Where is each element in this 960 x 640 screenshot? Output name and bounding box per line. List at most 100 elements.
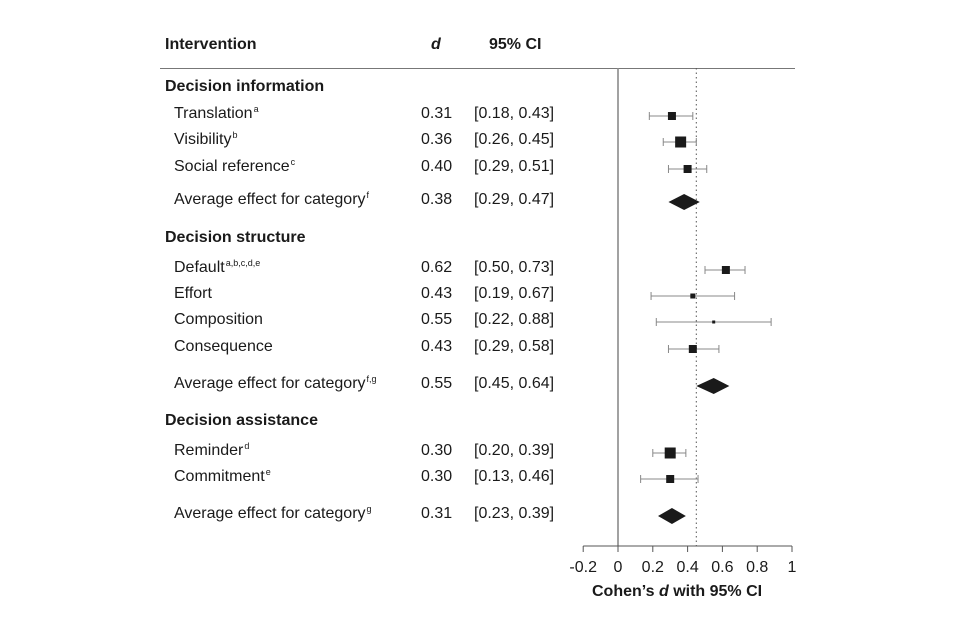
effect-marker (664, 447, 676, 459)
header-rule (160, 68, 795, 69)
x-tick-label: 0.2 (642, 559, 664, 576)
label-text: Effort (174, 285, 212, 302)
x-tick-label: 0 (614, 559, 623, 576)
study-row: Defaulta,b,c,d,e 0.62 [0.50, 0.73] (0, 258, 600, 281)
label-text: Decision structure (165, 229, 306, 246)
d-value: 0.36 (421, 131, 453, 148)
study-row: Translationa 0.31 [0.18, 0.43] (0, 104, 600, 127)
ci-value: [0.26, 0.45] (474, 131, 555, 148)
footnote-marker: b (232, 130, 238, 140)
x-tick-label: 0.4 (676, 559, 698, 576)
ci-value: [0.13, 0.46] (474, 468, 555, 485)
d-value: 0.43 (421, 338, 453, 355)
label-text: Default (174, 259, 225, 276)
d-value: 0.38 (421, 191, 453, 208)
intervention-label: Effort (174, 285, 212, 303)
category-row: Decision assistance (0, 412, 600, 434)
label-text: Translation (174, 105, 253, 122)
intervention-label: Social referencec (174, 157, 296, 176)
label-text: Average effect for category (174, 191, 366, 208)
effect-marker (683, 165, 692, 173)
average-diamond (658, 508, 686, 524)
footnote-marker: e (265, 467, 271, 477)
footnote-marker: a (253, 104, 259, 114)
d-value: 0.55 (421, 311, 453, 328)
column-header-d: d (431, 36, 441, 53)
label-text: Composition (174, 311, 263, 328)
label-text: Consequence (174, 338, 273, 355)
x-tick-label: 0.8 (746, 559, 768, 576)
average-row: Average effect for categoryf,g 0.55 [0.45,… (0, 374, 600, 397)
ci-value: [0.22, 0.88] (474, 311, 555, 328)
label-text: Commitment (174, 468, 265, 485)
d-value: 0.30 (421, 468, 453, 485)
d-value: 0.55 (421, 375, 453, 392)
label-text: Average effect for category (174, 375, 366, 392)
d-value: 0.31 (421, 505, 453, 522)
label-text: Visibility (174, 131, 232, 148)
d-value: 0.30 (421, 442, 453, 459)
footnote-marker: a,b,c,d,e (225, 258, 261, 268)
category-row: Decision information (0, 78, 600, 100)
ci-value: [0.45, 0.64] (474, 375, 555, 392)
d-value: 0.31 (421, 105, 453, 122)
label-text: Social reference (174, 158, 290, 175)
footnote-marker: d (244, 441, 250, 451)
category-label: Decision assistance (165, 412, 318, 430)
average-diamond (668, 194, 700, 210)
intervention-label: Average effect for categoryg (174, 504, 372, 523)
footnote-marker: c (290, 157, 296, 167)
ci-value: [0.29, 0.47] (474, 191, 555, 208)
intervention-label: Average effect for categoryf,g (174, 374, 377, 393)
x-axis-title: Cohen’s d with 95% CI (592, 583, 763, 600)
effect-marker (721, 266, 730, 274)
category-label: Decision structure (165, 229, 305, 247)
intervention-label: Composition (174, 311, 263, 329)
ci-value: [0.19, 0.67] (474, 285, 555, 302)
label-text: Decision assistance (165, 412, 318, 429)
column-header-ci: 95% CI (489, 36, 542, 53)
ci-value: [0.29, 0.58] (474, 338, 555, 355)
effect-marker (688, 345, 697, 353)
intervention-label: Visibilityb (174, 130, 238, 149)
study-row: Social referencec 0.40 [0.29, 0.51] (0, 157, 600, 180)
ci-value: [0.23, 0.39] (474, 505, 555, 522)
label-text: Reminder (174, 442, 244, 459)
effect-marker (690, 293, 696, 299)
x-tick-label: 0.6 (711, 559, 733, 576)
category-row: Decision structure (0, 229, 600, 251)
d-value: 0.40 (421, 158, 453, 175)
average-row: Average effect for categoryg 0.31 [0.23, 0… (0, 504, 600, 527)
ci-value: [0.20, 0.39] (474, 442, 555, 459)
intervention-label: Commitmente (174, 467, 271, 486)
study-row: Composition 0.55 [0.22, 0.88] (0, 311, 600, 333)
intervention-label: Defaulta,b,c,d,e (174, 258, 261, 277)
study-row: Commitmente 0.30 [0.13, 0.46] (0, 467, 600, 490)
column-header-intervention: Intervention (165, 36, 257, 53)
footnote-marker: g (366, 504, 372, 514)
intervention-label: Reminderd (174, 441, 250, 460)
effect-marker (712, 320, 716, 324)
average-diamond (696, 378, 730, 394)
study-row: Consequence 0.43 [0.29, 0.58] (0, 338, 600, 360)
x-tick-label: 1 (788, 559, 797, 576)
study-row: Reminderd 0.30 [0.20, 0.39] (0, 441, 600, 464)
effect-marker (675, 136, 687, 148)
category-label: Decision information (165, 78, 324, 96)
intervention-label: Average effect for categoryf (174, 190, 370, 209)
effect-marker (666, 475, 675, 483)
intervention-label: Consequence (174, 338, 273, 356)
footnote-marker: f (366, 190, 370, 200)
ci-value: [0.29, 0.51] (474, 158, 555, 175)
label-text: Average effect for category (174, 505, 366, 522)
effect-marker (667, 112, 676, 120)
study-row: Effort 0.43 [0.19, 0.67] (0, 285, 600, 307)
intervention-label: Translationa (174, 104, 259, 123)
average-row: Average effect for categoryf 0.38 [0.29, 0… (0, 190, 600, 213)
ci-value: [0.18, 0.43] (474, 105, 555, 122)
ci-value: [0.50, 0.73] (474, 259, 555, 276)
footnote-marker: f,g (366, 374, 377, 384)
study-row: Visibilityb 0.36 [0.26, 0.45] (0, 130, 600, 153)
